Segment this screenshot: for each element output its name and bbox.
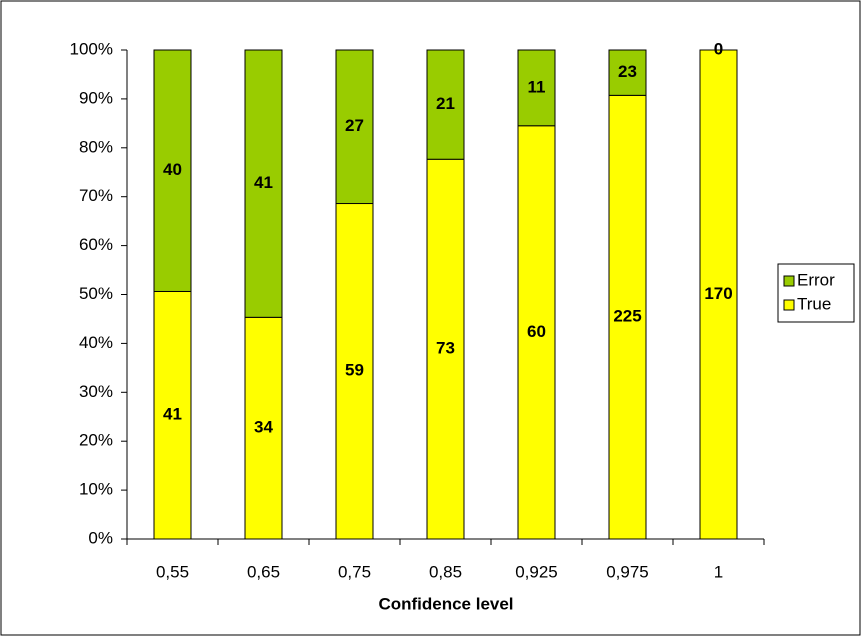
y-tick-label: 80% (79, 137, 113, 156)
bar-segment (517, 49, 556, 127)
y-tick-label: 30% (79, 382, 113, 401)
x-tick-label: 0,65 (247, 562, 280, 581)
bar-segment (426, 158, 465, 540)
y-tick-label: 40% (79, 333, 113, 352)
data-label: 40 (163, 160, 182, 179)
bar-segment (608, 49, 647, 96)
legend-label: True (797, 294, 831, 313)
bar-segment (426, 49, 465, 160)
y-tick-label: 70% (79, 186, 113, 205)
data-label: 0 (714, 39, 723, 58)
bar-segment (517, 125, 556, 540)
legend-swatch (783, 275, 795, 287)
data-label: 11 (528, 77, 546, 96)
legend-swatch (783, 299, 795, 311)
data-label: 225 (613, 307, 641, 326)
y-tick-label: 100% (70, 39, 113, 58)
data-label: 170 (704, 284, 732, 303)
x-tick-label: 0,75 (338, 562, 371, 581)
y-tick-label: 90% (79, 88, 113, 107)
x-tick-label: 0,55 (156, 562, 189, 581)
data-label: 60 (527, 322, 546, 341)
data-label: 41 (254, 173, 273, 192)
bar-segment (699, 49, 738, 540)
data-label: 59 (345, 361, 364, 380)
data-label: 21 (436, 94, 455, 113)
data-label: 41 (163, 405, 182, 424)
y-tick-label: 50% (79, 284, 113, 303)
y-tick-label: 20% (79, 431, 113, 450)
y-tick-label: 0% (88, 528, 113, 547)
y-tick-label: 10% (79, 480, 113, 499)
data-label: 23 (618, 62, 637, 81)
bar-segment (335, 49, 374, 205)
data-label: 34 (254, 418, 273, 437)
x-tick-label: 0,975 (606, 562, 649, 581)
bar-segment (153, 290, 192, 540)
legend-box (777, 263, 855, 323)
bar-segment (153, 49, 192, 292)
legend-label: Error (797, 270, 835, 289)
data-label: 73 (436, 339, 455, 358)
x-tick-label: 1 (714, 562, 723, 581)
x-tick-label: 0,85 (429, 562, 462, 581)
x-tick-label: 0,925 (515, 562, 558, 581)
bar-segment (244, 49, 283, 318)
x-axis-title: Confidence level (378, 594, 513, 613)
y-tick-label: 60% (79, 235, 113, 254)
data-label: 27 (345, 116, 364, 135)
bar-segment (335, 203, 374, 540)
